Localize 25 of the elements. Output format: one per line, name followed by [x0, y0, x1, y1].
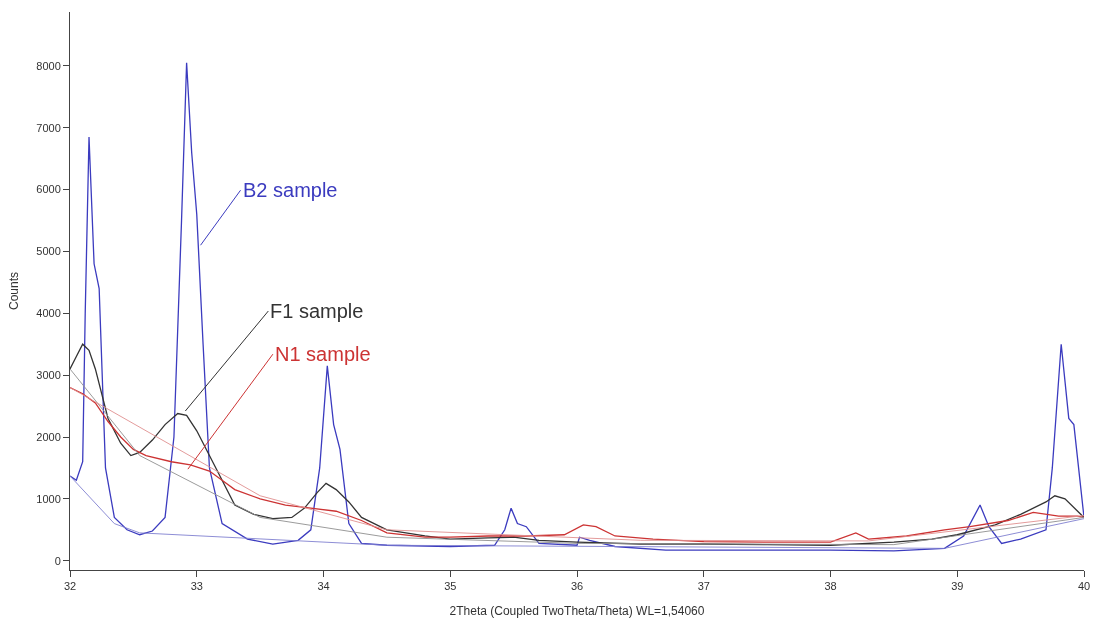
x-tick-label: 33: [190, 580, 203, 593]
y-tick-label: 5000: [36, 245, 61, 258]
x-tick-label: 40: [1077, 580, 1091, 593]
y-tick-label: 0: [54, 554, 61, 567]
x-tick-label: 35: [444, 580, 457, 593]
line-series: [70, 62, 1084, 552]
x-tick-label: 37: [697, 580, 710, 593]
y-tick-label: 2000: [36, 430, 61, 443]
line-series: [70, 475, 1084, 549]
annotation: F1 sample: [270, 300, 364, 322]
y-tick-label: 4000: [36, 307, 61, 320]
annotation: B2 sample: [243, 179, 338, 201]
y-axis-title: Counts: [6, 271, 21, 311]
x-tick-label: 32: [63, 580, 77, 593]
x-axis-title: 2Theta (Coupled TwoTheta/Theta) WL=1,54060: [449, 604, 705, 619]
y-tick-label: 1000: [36, 492, 61, 505]
y-tick-label: 7000: [36, 121, 61, 134]
x-tick-label: 39: [951, 580, 964, 593]
x-tick-label: 34: [317, 580, 330, 593]
annotation: N1 sample: [275, 343, 371, 365]
y-tick-label: 6000: [36, 183, 61, 196]
y-tick-label: 8000: [36, 59, 61, 72]
x-tick-label: 36: [570, 580, 584, 593]
y-tick-label: 3000: [36, 368, 61, 381]
x-tick-label: 38: [824, 580, 837, 593]
